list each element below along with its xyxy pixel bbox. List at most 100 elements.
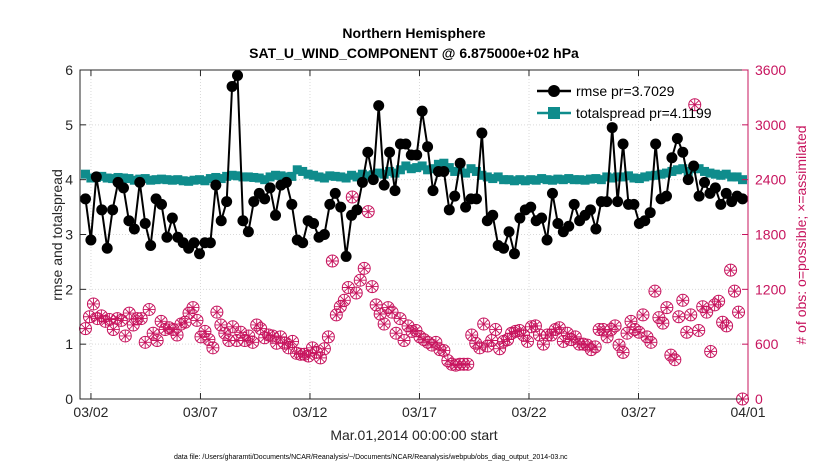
obs-assimilated-marker: [198, 325, 211, 338]
obs-assimilated-marker: [668, 353, 681, 366]
obs-assimilated-marker: [127, 318, 140, 331]
obs-assimilated-marker: [601, 330, 614, 343]
y-tick-label: 4: [65, 172, 73, 188]
obs-assimilated-marker: [449, 359, 462, 372]
totalspread-point: [591, 174, 601, 184]
obs-assimilated-marker: [179, 316, 192, 329]
rmse-point: [232, 69, 244, 81]
chart-subtitle: SAT_U_WIND_COMPONENT @ 6.875000e+02 hPa: [249, 45, 579, 61]
obs-assimilated-marker: [374, 308, 387, 321]
totalspread-point: [672, 165, 682, 175]
totalspread-point: [314, 172, 324, 182]
totalspread-point: [347, 170, 357, 180]
totalspread-point: [526, 175, 536, 185]
obs-assimilated-marker: [135, 312, 148, 325]
totalspread-point: [146, 175, 156, 185]
obs-assimilated-marker: [732, 306, 745, 319]
totalspread-point: [298, 166, 308, 176]
obs-assimilated-marker: [712, 295, 725, 308]
obs-assimilated-marker: [537, 338, 550, 351]
obs-assimilated-marker: [238, 334, 251, 347]
totalspread-point: [341, 173, 351, 183]
obs-assimilated-marker: [700, 306, 713, 319]
obs-assimilated-marker: [688, 98, 701, 111]
totalspread-point: [249, 172, 259, 182]
totalspread-point: [390, 168, 400, 178]
rmse-point: [590, 223, 602, 235]
obs-assimilated-marker: [230, 334, 243, 347]
legend-spread-marker: [548, 107, 560, 119]
obs-assimilated-marker: [290, 347, 303, 360]
obs-assimilated-marker: [330, 308, 343, 321]
totalspread-point: [363, 171, 373, 181]
obs-assimilated-marker: [382, 301, 395, 314]
totalspread-point: [716, 170, 726, 180]
totalspread-point: [216, 174, 226, 184]
rmse-point: [476, 127, 488, 139]
obs-assimilated-marker: [123, 307, 136, 320]
totalspread-point: [309, 170, 319, 180]
totalspread-point: [423, 165, 433, 175]
totalspread-point: [504, 175, 514, 185]
obs-assimilated-marker: [625, 315, 638, 328]
rmse-point: [259, 193, 271, 205]
rmse-point: [525, 201, 537, 213]
rmse-series: [79, 69, 749, 262]
chart-title: Northern Hemisphere: [342, 25, 485, 41]
obs-assimilated-marker: [597, 323, 610, 336]
obs-assimilated-marker: [509, 325, 522, 338]
totalspread-point: [710, 169, 720, 179]
obs-assimilated-marker: [99, 315, 112, 328]
obs-assimilated-marker: [163, 321, 176, 334]
obs-assimilated-marker: [421, 336, 434, 349]
obs-assimilated-marker: [533, 329, 546, 342]
rmse-point: [166, 212, 178, 224]
rmse-point: [584, 204, 596, 216]
rmse-point: [411, 149, 423, 161]
totalspread-point: [151, 175, 161, 185]
obs-assimilated-marker: [234, 326, 247, 339]
totalspread-point: [634, 174, 644, 184]
legend-rmse-label: rmse pr=3.7029: [576, 83, 675, 99]
obs-assimilated-marker: [354, 274, 367, 287]
y-tick-label: 3: [65, 227, 73, 243]
totalspread-point: [477, 170, 487, 180]
y2-axis-label: # of obs: o=possible; ×=assimilated: [793, 125, 809, 344]
totalspread-point: [569, 175, 579, 185]
rmse-point: [329, 187, 341, 199]
rmse-point: [715, 198, 727, 210]
obs-assimilated-marker: [202, 333, 215, 346]
obs-assimilated-marker: [672, 310, 685, 323]
totalspread-point: [575, 175, 585, 185]
rmse-point: [155, 198, 167, 210]
obs-assimilated-marker: [266, 329, 279, 342]
totalspread-point: [108, 174, 118, 184]
rmse-point: [601, 196, 613, 208]
totalspread-point: [629, 173, 639, 183]
x-tick-label: 03/12: [292, 404, 327, 420]
obs-assimilated-marker: [366, 280, 379, 293]
rmse-point: [351, 204, 363, 216]
rmse-point: [324, 198, 336, 210]
obs-assimilated-marker: [91, 312, 104, 325]
totalspread-point: [667, 166, 677, 176]
totalspread-point: [189, 175, 199, 185]
rmse-point: [498, 242, 510, 254]
totalspread-point: [124, 174, 134, 184]
totalspread-point: [395, 165, 405, 175]
y2-tick-label: 3600: [755, 62, 786, 78]
x-tick-label: 03/22: [511, 404, 546, 420]
rmse-point: [688, 160, 700, 172]
totalspread-point: [700, 166, 710, 176]
totalspread-point: [412, 163, 422, 173]
rmse-point: [340, 250, 352, 262]
totalspread-point: [493, 172, 503, 182]
rmse-point: [335, 201, 347, 213]
totalspread-point: [537, 174, 547, 184]
totalspread-point: [488, 174, 498, 184]
obs-assimilated-marker: [417, 333, 430, 346]
legend-rmse-marker: [548, 85, 560, 97]
rmse-point: [661, 190, 673, 202]
totalspread-point: [184, 176, 194, 186]
obs-assimilated-marker: [660, 301, 673, 314]
